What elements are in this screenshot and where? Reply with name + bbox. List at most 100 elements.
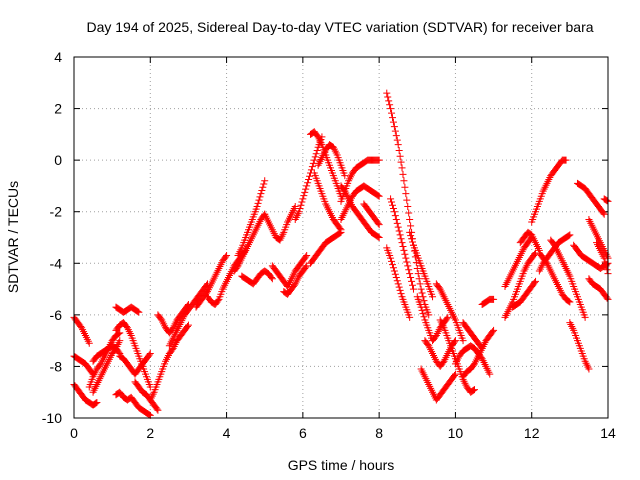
data-point: [392, 273, 400, 281]
series-arc-20: [261, 203, 299, 244]
data-point: [386, 101, 394, 109]
series-arc-08: [112, 319, 154, 391]
data-point: [419, 310, 427, 318]
series-arc-25: [306, 228, 345, 267]
data-point: [307, 166, 315, 174]
data-point: [400, 246, 408, 254]
data-point: [397, 290, 405, 298]
x-tick-label: 0: [70, 425, 78, 441]
data-point: [405, 266, 413, 274]
data-point: [459, 337, 467, 345]
data-point: [490, 326, 498, 334]
y-tick-label: 4: [54, 49, 62, 65]
series-arc-19: [238, 267, 276, 288]
data-point: [408, 277, 416, 285]
data-point: [603, 266, 611, 274]
data-point: [418, 306, 426, 314]
x-tick-label: 10: [448, 425, 464, 441]
x-tick-label: 2: [146, 425, 154, 441]
data-point: [396, 231, 404, 239]
data-point: [444, 313, 452, 321]
data-point: [581, 313, 589, 321]
series-arc-52: [547, 236, 589, 321]
data-point: [388, 198, 396, 206]
data-point: [255, 196, 263, 204]
data-point: [223, 252, 231, 260]
data-point: [406, 270, 414, 278]
series-arc-49: [528, 156, 570, 226]
x-tick-label: 4: [223, 425, 231, 441]
y-tick-label: -4: [50, 255, 63, 271]
data-point: [390, 208, 398, 216]
chart-title: Day 194 of 2025, Sidereal Day-to-day VTE…: [86, 19, 593, 35]
series-arc-18: [234, 177, 269, 260]
series-arc-33: [383, 244, 414, 321]
data-point: [388, 257, 396, 265]
data-point: [337, 226, 345, 234]
data-point: [395, 146, 403, 154]
data-point: [406, 215, 414, 223]
data-point: [383, 89, 391, 97]
y-tick-label: 2: [54, 101, 62, 117]
data-point: [267, 273, 275, 281]
data-point: [389, 118, 397, 126]
data-point: [389, 204, 397, 212]
data-point: [393, 277, 401, 285]
data-point: [566, 231, 574, 239]
data-point: [409, 281, 417, 289]
data-point: [399, 243, 407, 251]
x-tick-label: 6: [299, 425, 307, 441]
data-point: [565, 297, 573, 305]
data-point: [387, 254, 395, 262]
data-point: [396, 152, 404, 160]
data-point: [387, 105, 395, 113]
data-point: [390, 267, 398, 275]
data-point: [477, 343, 485, 351]
series-arc-51: [535, 249, 574, 306]
data-point: [420, 313, 428, 321]
data-point: [395, 283, 403, 291]
series-arc-37: [417, 365, 459, 404]
data-point: [115, 330, 123, 338]
data-point: [303, 252, 311, 260]
data-point: [603, 294, 611, 302]
data-point: [566, 298, 574, 306]
x-tick-label: 12: [524, 425, 540, 441]
data-point: [374, 219, 382, 227]
data-point: [145, 411, 153, 419]
series-arc-35: [406, 228, 437, 301]
data-point: [85, 339, 93, 347]
data-point: [407, 222, 415, 230]
data-point: [396, 286, 404, 294]
x-tick-label: 8: [375, 425, 383, 441]
data-point: [407, 273, 415, 281]
data-point: [406, 228, 414, 236]
data-point: [409, 285, 417, 293]
data-point: [310, 156, 318, 164]
series-arc-31: [360, 200, 383, 229]
data-point: [401, 183, 409, 191]
data-point: [268, 275, 276, 283]
data-point: [392, 215, 400, 223]
data-point: [388, 261, 396, 269]
data-point: [397, 235, 405, 243]
series-arc-34: [387, 195, 417, 293]
data-point: [256, 193, 264, 201]
data-point: [305, 175, 313, 183]
data-point: [531, 279, 539, 287]
data-point: [92, 399, 100, 407]
series-arc-21: [268, 252, 311, 290]
data-point: [302, 253, 310, 261]
series-arc-27: [314, 141, 349, 180]
data-point: [388, 201, 396, 209]
plot-frame: [73, 56, 609, 419]
series-arc-17: [230, 210, 269, 275]
data-point: [116, 329, 124, 337]
data-point: [341, 172, 349, 180]
data-point: [443, 315, 451, 323]
data-point: [599, 209, 607, 217]
data-point: [336, 224, 344, 232]
data-point: [389, 264, 397, 272]
data-point: [387, 195, 395, 203]
